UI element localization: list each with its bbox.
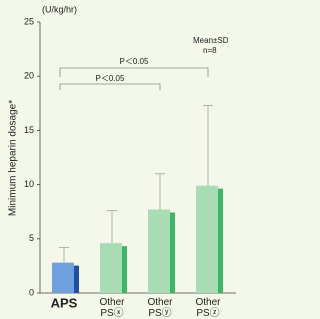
x-tick-label: APS <box>51 295 78 310</box>
bar <box>148 209 170 293</box>
y-tick-label: 15 <box>24 125 34 135</box>
x-tick-label: Other PSⓧ <box>99 297 125 319</box>
stat-note: Mean±SD <box>193 36 229 45</box>
bar <box>196 185 218 293</box>
x-tick-label: Other PSⓩ <box>195 297 221 319</box>
chart: (U/kg/hr) Minimum heparin dosage* Mean±S… <box>7 4 236 319</box>
bar-side <box>74 265 79 293</box>
bar <box>52 262 74 293</box>
bracket <box>59 83 161 90</box>
p-value: P＜0.05 <box>120 57 149 66</box>
unit-label: (U/kg/hr) <box>42 4 77 14</box>
bar-side <box>122 246 127 293</box>
bracket <box>59 67 209 77</box>
y-tick-label: 20 <box>24 71 34 81</box>
y-tick-label: 10 <box>24 179 34 189</box>
bar-side <box>170 212 175 293</box>
bar-side <box>218 188 223 293</box>
p-value: P＜0.05 <box>96 74 125 83</box>
y-axis-label: Minimum heparin dosage* <box>8 100 19 216</box>
x-tick-label: Other PSⓨ <box>147 297 173 319</box>
y-tick-label: 0 <box>29 287 34 297</box>
y-tick-label: 25 <box>24 16 34 26</box>
y-tick-label: 5 <box>29 233 34 243</box>
n-note: n=8 <box>203 46 217 55</box>
bar <box>100 243 122 293</box>
